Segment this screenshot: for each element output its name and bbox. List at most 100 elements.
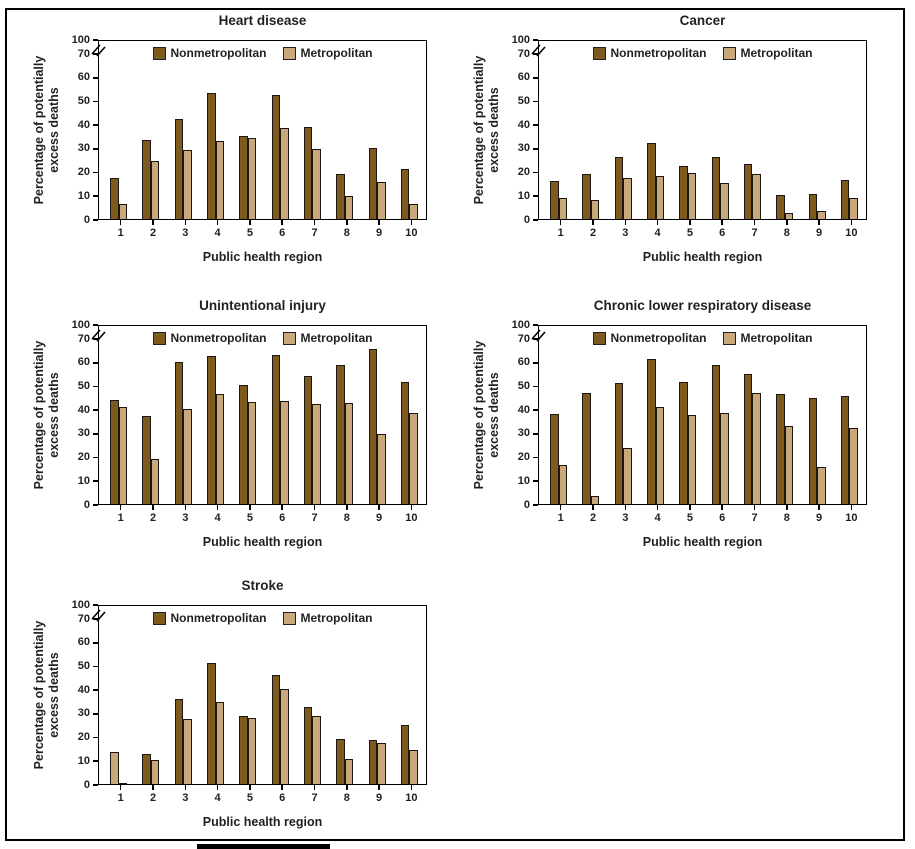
- x-tick-mark: [786, 220, 788, 225]
- x-tick-label: 3: [622, 512, 629, 524]
- bar-metropolitan: [150, 458, 160, 504]
- y-tick-mark: [93, 689, 98, 691]
- y-tick-mark: [533, 409, 538, 411]
- x-tick-mark: [281, 505, 283, 510]
- y-tick-mark: [93, 665, 98, 668]
- bar-metropolitan: [558, 464, 568, 504]
- y-tick-label: 10: [77, 754, 90, 767]
- y-tick-mark: [93, 53, 98, 55]
- x-tick-mark: [281, 220, 283, 225]
- x-tick-mark: [249, 505, 251, 510]
- x-tick-label: 3: [622, 227, 629, 239]
- bar-metropolitan: [558, 197, 568, 219]
- bar-metropolitan: [215, 393, 224, 504]
- x-axis-title: Public health region: [642, 250, 763, 264]
- y-tick-mark: [533, 324, 538, 326]
- bar-metropolitan: [247, 402, 257, 504]
- bar-metropolitan: [312, 149, 321, 219]
- bar-metropolitan: [118, 406, 128, 504]
- y-tick-mark: [93, 76, 98, 79]
- x-tick-label: 1: [117, 227, 124, 239]
- x-tick-label: 6: [719, 512, 726, 524]
- x-tick-mark: [346, 220, 348, 225]
- x-tick-label: 7: [311, 792, 318, 804]
- bar-metropolitan: [247, 138, 257, 219]
- bar-metropolitan: [118, 203, 128, 219]
- y-tick-label: 40: [517, 118, 530, 131]
- axis-break-icon: [90, 607, 106, 623]
- bar-nonmetropolitan: [110, 399, 119, 504]
- x-tick-mark: [559, 220, 562, 225]
- y-tick-mark: [533, 148, 538, 150]
- y-tick-label: 0: [83, 213, 90, 226]
- bar-metropolitan: [409, 203, 418, 219]
- bar-metropolitan: [377, 182, 386, 219]
- x-tick-label: 7: [311, 227, 318, 239]
- y-tick-label: 30: [77, 427, 90, 440]
- x-tick-mark: [378, 505, 380, 510]
- y-tick-mark: [93, 713, 98, 715]
- x-tick-label: 2: [589, 227, 597, 239]
- x-tick-mark: [753, 505, 756, 510]
- bar-metropolitan: [409, 749, 418, 784]
- x-tick-mark: [216, 220, 219, 225]
- plot-area: [98, 40, 427, 220]
- chart-title: Stroke: [241, 578, 284, 593]
- bar-nonmetropolitan: [239, 136, 248, 219]
- bar-metropolitan: [118, 782, 128, 784]
- axis-break-icon: [530, 327, 546, 343]
- x-tick-mark: [346, 785, 348, 790]
- bar-metropolitan: [590, 495, 600, 504]
- x-tick-mark: [753, 220, 756, 225]
- y-tick-mark: [533, 171, 538, 174]
- y-tick-mark: [533, 504, 538, 506]
- bar-metropolitan: [344, 759, 354, 784]
- y-tick-label: 50: [77, 379, 90, 392]
- x-tick-mark: [249, 220, 251, 225]
- bar-nonmetropolitan: [840, 396, 850, 504]
- x-tick-mark: [410, 220, 413, 225]
- bar-nonmetropolitan: [614, 383, 624, 504]
- y-tick-mark: [93, 641, 98, 644]
- x-tick-label: 8: [783, 227, 790, 239]
- bar-nonmetropolitan: [614, 157, 624, 219]
- bar-metropolitan: [183, 409, 192, 504]
- y-tick-label: 60: [77, 71, 90, 84]
- legend-item: Metropolitan: [722, 46, 813, 60]
- legend-label: Nonmetropolitan: [170, 331, 267, 345]
- y-tick-label: 40: [77, 683, 90, 696]
- y-tick-mark: [93, 385, 98, 388]
- bar-metropolitan: [312, 716, 321, 784]
- x-tick-mark: [850, 505, 853, 510]
- x-axis-title: Public health region: [642, 535, 763, 549]
- bar-nonmetropolitan: [271, 354, 281, 504]
- plot-area: [98, 605, 427, 785]
- y-tick-label: 50: [517, 379, 530, 392]
- x-tick-mark: [624, 505, 627, 510]
- y-tick-label: 40: [77, 118, 90, 131]
- legend-label: Nonmetropolitan: [610, 46, 707, 60]
- x-tick-label: 2: [589, 512, 597, 524]
- y-tick-label: 30: [77, 707, 90, 720]
- bar-nonmetropolitan: [711, 157, 721, 219]
- legend-swatch-metropolitan: [722, 46, 736, 60]
- x-tick-label: 2: [149, 227, 157, 239]
- y-tick-label: 20: [77, 731, 90, 744]
- y-tick-mark: [533, 456, 538, 459]
- bar-nonmetropolitan: [808, 398, 817, 504]
- x-tick-mark: [656, 220, 659, 225]
- y-tick-label: 10: [77, 474, 90, 487]
- bar-nonmetropolitan: [400, 169, 410, 219]
- x-tick-label: 10: [405, 792, 418, 804]
- bar-nonmetropolitan: [207, 355, 216, 504]
- y-tick-mark: [93, 456, 98, 459]
- x-tick-mark: [119, 505, 122, 510]
- y-tick-label: 10: [517, 474, 530, 487]
- x-tick-label: 1: [557, 512, 564, 524]
- legend: Nonmetropolitan Metropolitan: [538, 46, 867, 60]
- x-tick-mark: [721, 505, 723, 510]
- x-axis-title: Public health region: [202, 535, 323, 549]
- x-tick-label: 2: [149, 792, 157, 804]
- x-tick-label: 3: [182, 512, 189, 524]
- bar-nonmetropolitan: [142, 416, 151, 504]
